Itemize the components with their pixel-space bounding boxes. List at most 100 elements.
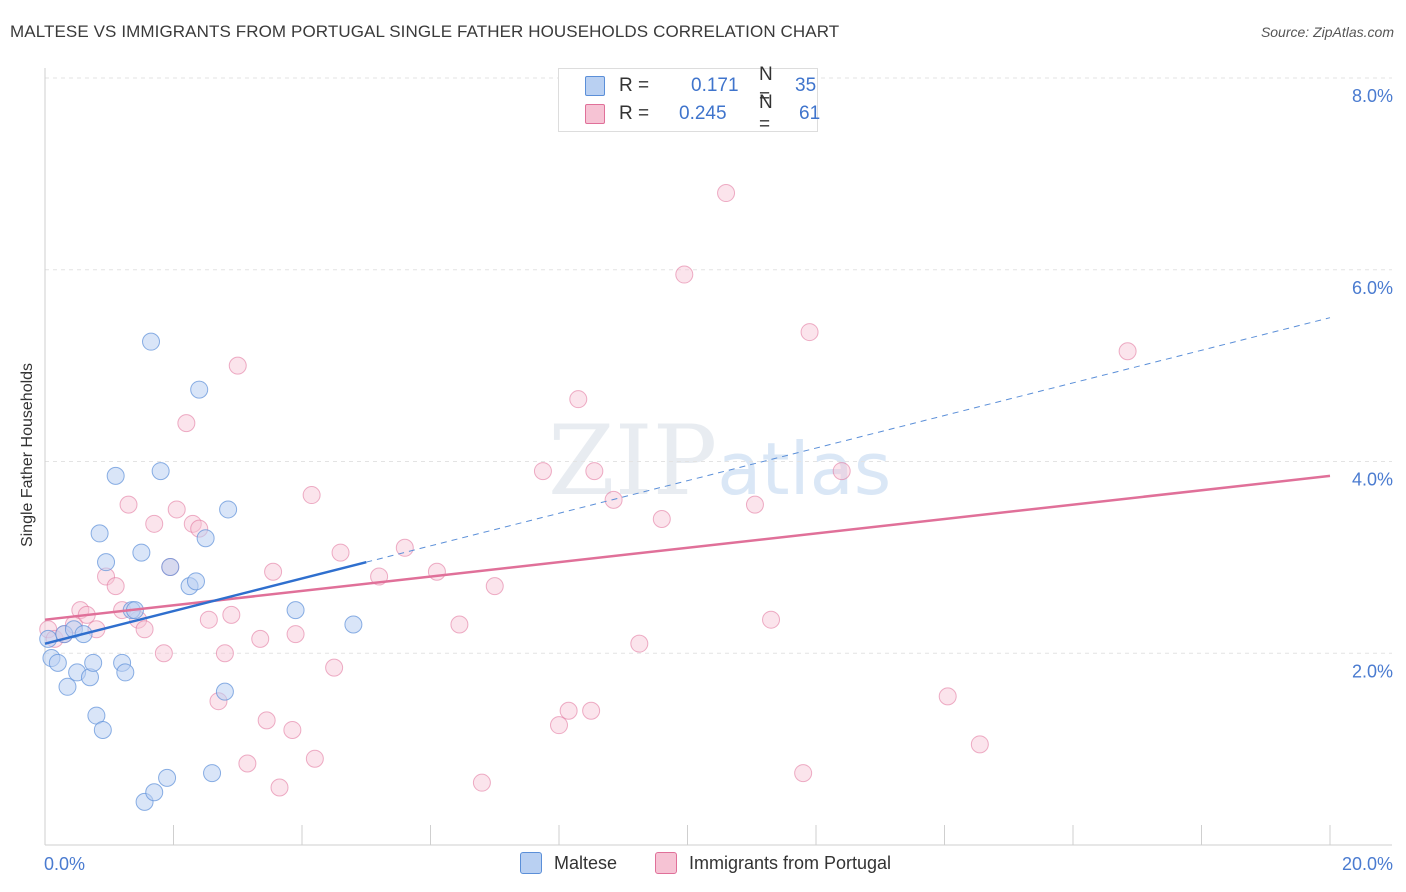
data-point-maltese xyxy=(48,653,67,672)
data-point-maltese xyxy=(132,543,151,562)
data-point-portugal xyxy=(135,620,154,639)
data-point-portugal xyxy=(550,716,568,735)
data-point-portugal xyxy=(559,701,578,720)
chart-title: MALTESE VS IMMIGRANTS FROM PORTUGAL SING… xyxy=(10,22,840,41)
r-label: R = xyxy=(619,75,650,96)
data-point-portugal xyxy=(264,562,283,581)
maltese-swatch xyxy=(585,76,605,96)
data-point-maltese xyxy=(142,332,161,351)
data-point-portugal xyxy=(270,778,289,797)
n-value: 61 xyxy=(799,103,821,124)
data-point-maltese xyxy=(106,466,125,485)
x-tick-label: 20.0% xyxy=(1342,854,1393,874)
data-point-portugal xyxy=(582,701,601,720)
y-tick-label: 2.0% xyxy=(1352,661,1393,681)
data-point-portugal xyxy=(794,764,813,783)
data-point-maltese xyxy=(203,764,222,783)
portugal-points xyxy=(39,184,1137,797)
data-point-maltese xyxy=(58,677,77,696)
maltese-legend-swatch xyxy=(520,852,542,874)
data-point-portugal xyxy=(283,720,302,739)
data-point-portugal xyxy=(675,265,694,284)
data-point-portugal xyxy=(228,356,247,375)
data-point-portugal xyxy=(800,323,819,342)
portugal-legend-swatch xyxy=(655,852,677,874)
axes xyxy=(44,68,1392,846)
data-point-portugal xyxy=(533,462,552,481)
legend-label-maltese: Maltese xyxy=(554,852,618,873)
data-point-maltese xyxy=(219,500,238,519)
r-value: 0.245 xyxy=(679,103,727,124)
y-tick-label: 4.0% xyxy=(1352,470,1393,490)
data-point-portugal xyxy=(630,634,649,653)
data-point-portugal xyxy=(745,495,764,514)
data-point-maltese xyxy=(196,529,215,548)
data-point-portugal xyxy=(485,577,504,596)
data-point-portugal xyxy=(762,610,781,629)
data-point-portugal xyxy=(305,749,324,768)
legend-item-portugal: Immigrants from Portugal xyxy=(655,852,891,874)
gridlines xyxy=(45,77,1392,654)
data-point-portugal xyxy=(199,610,218,629)
watermark-atlas: atlas xyxy=(717,427,892,511)
data-point-maltese xyxy=(90,524,109,543)
data-point-maltese xyxy=(93,720,112,739)
data-point-portugal xyxy=(167,500,186,519)
data-point-portugal xyxy=(717,184,736,203)
data-point-portugal xyxy=(938,687,957,706)
data-point-portugal xyxy=(450,615,469,634)
x-tick-label: 0.0% xyxy=(44,854,85,874)
data-point-portugal xyxy=(286,625,305,644)
n-label: N = xyxy=(759,92,773,135)
data-point-portugal xyxy=(302,486,321,505)
data-point-portugal xyxy=(106,577,125,596)
data-point-portugal xyxy=(119,495,138,514)
data-point-maltese xyxy=(39,629,58,648)
data-point-portugal xyxy=(177,414,196,433)
y-tick-label: 6.0% xyxy=(1352,278,1393,298)
data-point-portugal xyxy=(652,510,671,529)
trend-line-maltese xyxy=(44,560,367,645)
tick-labels: 2.0% 4.0% 6.0% 8.0% 0.0% 20.0% xyxy=(44,86,1393,874)
data-point-portugal xyxy=(970,735,989,754)
trend-lines xyxy=(44,317,1331,645)
data-point-portugal xyxy=(238,754,257,773)
data-point-portugal xyxy=(257,711,276,730)
source-credit: Source: ZipAtlas.com xyxy=(1260,24,1394,40)
data-point-portugal xyxy=(1118,342,1137,361)
data-point-portugal xyxy=(395,538,414,557)
data-point-portugal xyxy=(215,644,234,663)
data-point-maltese xyxy=(116,663,135,682)
n-label: N = xyxy=(759,64,773,107)
data-point-portugal xyxy=(569,390,588,409)
data-point-portugal xyxy=(251,629,270,648)
data-point-portugal xyxy=(472,773,491,792)
data-point-maltese xyxy=(97,553,116,572)
data-point-portugal xyxy=(325,658,344,677)
data-point-maltese xyxy=(344,615,363,634)
legend-label-portugal: Immigrants from Portugal xyxy=(689,852,892,873)
data-point-maltese xyxy=(151,462,170,481)
portugal-swatch xyxy=(585,104,605,124)
data-point-maltese xyxy=(158,768,177,787)
r-value: 0.171 xyxy=(691,75,739,96)
r-label: R = xyxy=(619,103,650,124)
data-point-maltese xyxy=(145,783,164,802)
stats-legend: R = 0.171 N = 35 R = 0.245 N = 61 xyxy=(558,64,821,135)
data-point-maltese xyxy=(161,557,180,576)
legend-item-maltese: Maltese xyxy=(520,852,617,874)
data-point-portugal xyxy=(832,462,851,481)
data-point-maltese xyxy=(215,682,234,701)
data-point-maltese xyxy=(286,601,305,620)
data-point-portugal xyxy=(145,514,164,533)
data-point-maltese xyxy=(190,380,209,399)
data-point-portugal xyxy=(222,605,241,624)
trend-line-maltese-extension xyxy=(366,317,1331,563)
data-point-portugal xyxy=(154,644,173,663)
trend-line-portugal xyxy=(44,474,1331,621)
data-point-portugal xyxy=(585,462,604,481)
maltese-points xyxy=(39,332,363,811)
n-value: 35 xyxy=(795,75,817,96)
data-point-maltese xyxy=(186,572,205,591)
